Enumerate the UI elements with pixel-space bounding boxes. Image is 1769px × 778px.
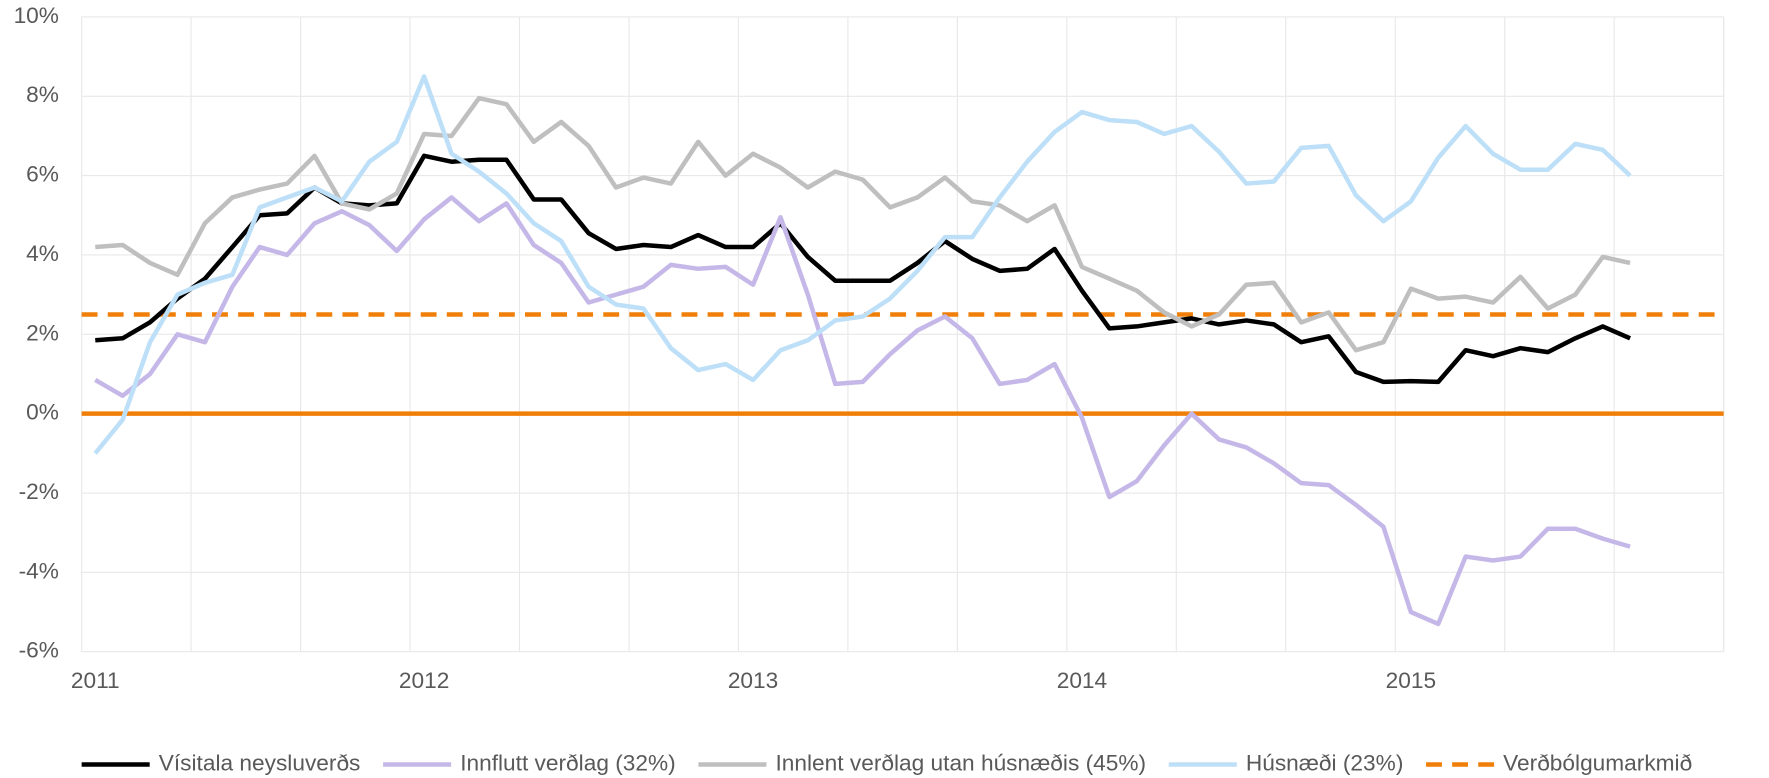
y-tick-label: 4% (26, 241, 59, 266)
series-line (95, 95, 1631, 353)
grid (81, 16, 1725, 653)
y-tick-label: 10% (14, 3, 59, 28)
y-tick-label: 0% (26, 400, 59, 425)
y-tick-label: 8% (26, 82, 59, 107)
legend-label: Innlent verðlag utan húsnæðis (45%) (776, 750, 1147, 775)
x-tick-label: 2014 (1057, 668, 1107, 693)
series-line (93, 74, 1632, 455)
x-tick-label: 2012 (399, 668, 449, 693)
y-tick-label: 6% (26, 162, 59, 187)
series-line (95, 153, 1631, 385)
legend-label: Verðbólgumarkmið (1503, 750, 1692, 775)
y-tick-label: -2% (19, 479, 59, 504)
x-tick-label: 2011 (71, 668, 120, 693)
series-line (94, 195, 1631, 627)
y-tick-label: 2% (26, 320, 59, 345)
y-tick-label: -6% (19, 638, 59, 663)
legend-label: Innflutt verðlag (32%) (460, 750, 676, 775)
y-tick-label: -4% (19, 558, 59, 583)
legend-label: Húsnæði (23%) (1246, 750, 1404, 775)
x-tick-label: 2015 (1386, 668, 1436, 693)
legend-label: Vísitala neysluverðs (159, 750, 361, 775)
x-tick-label: 2013 (728, 668, 778, 693)
